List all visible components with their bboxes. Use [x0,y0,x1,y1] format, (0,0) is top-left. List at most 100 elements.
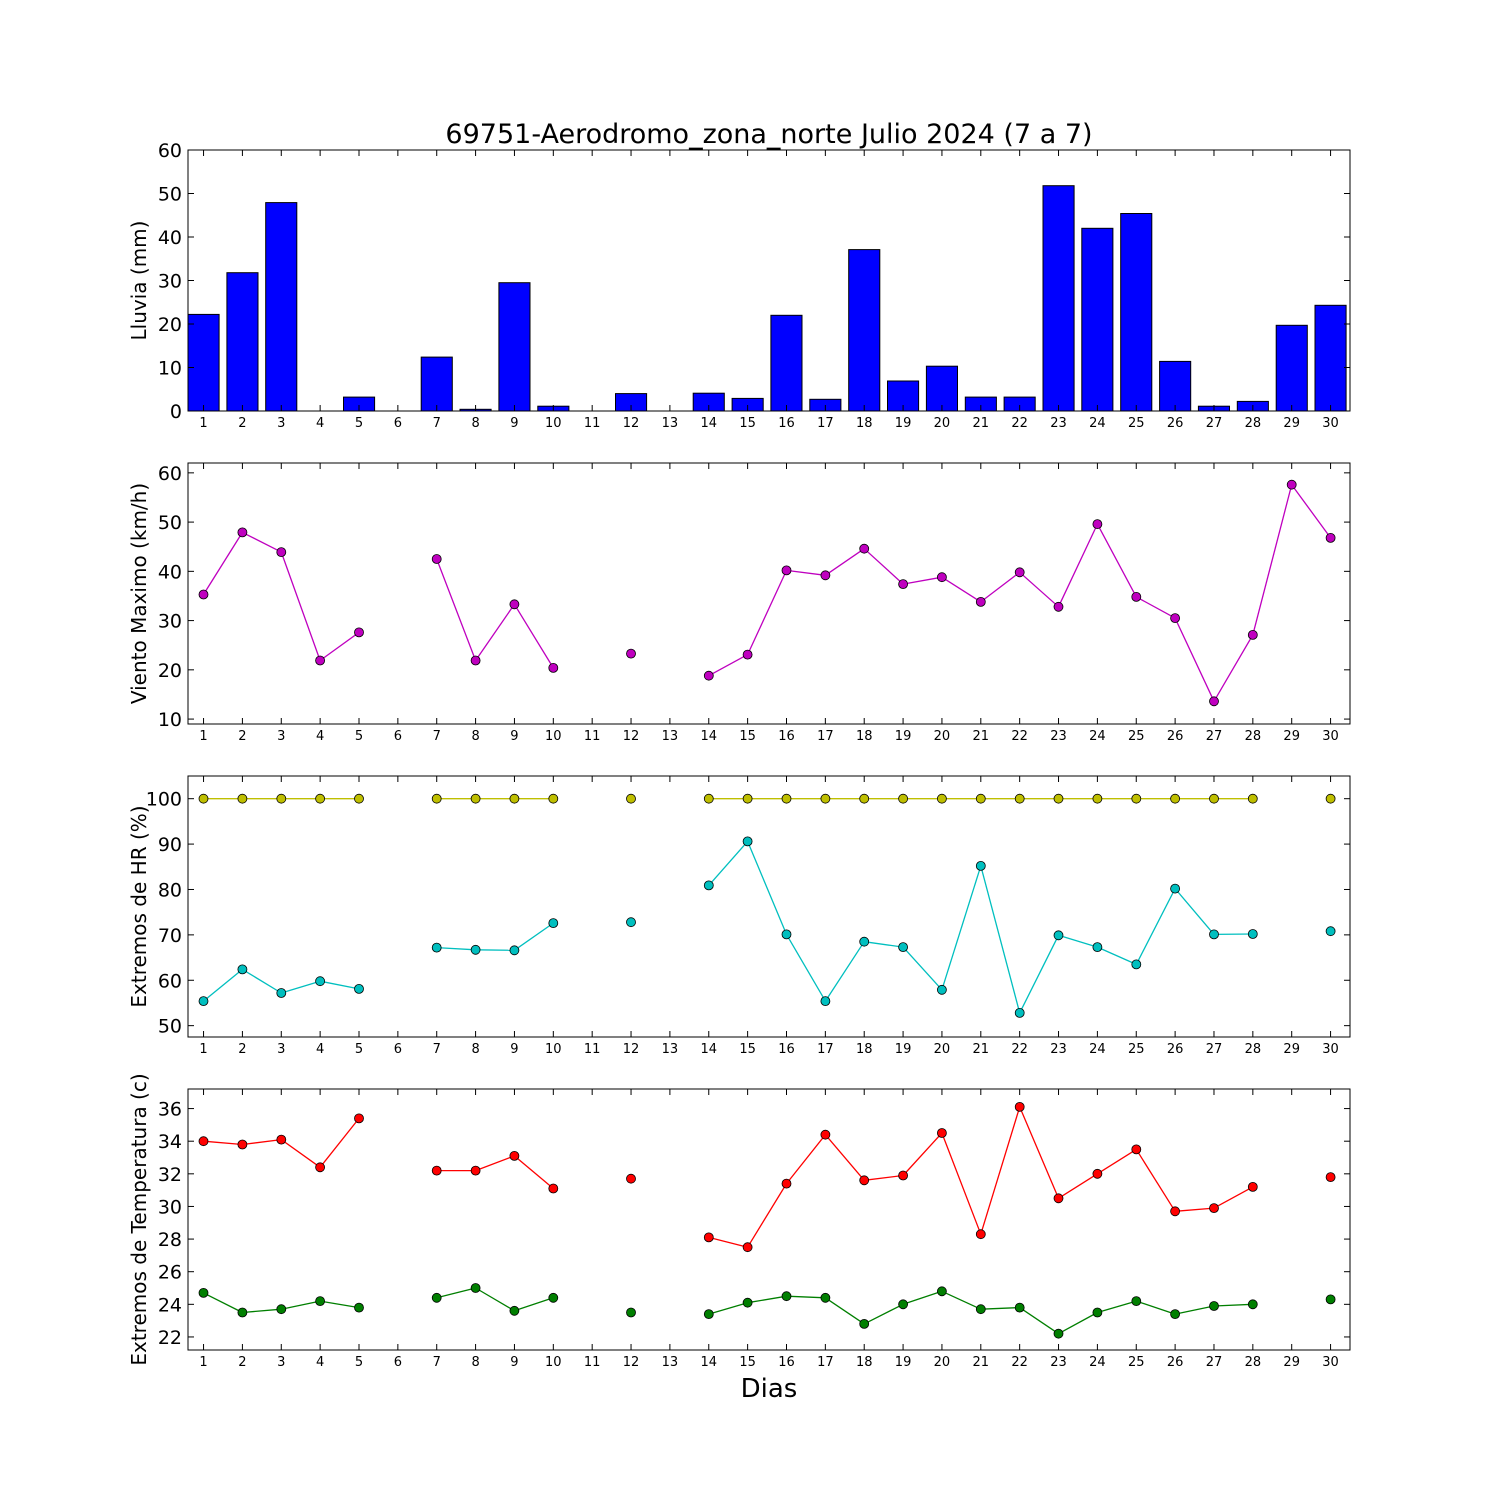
segment [242,1308,282,1314]
point-day-25 [1131,1144,1142,1155]
x-tick-label: 9 [510,1042,518,1057]
point-day-25 [1131,1296,1142,1306]
y-tick-label: 28 [158,1229,182,1251]
point-day-15 [742,793,753,804]
x-tick-label: 19 [895,1042,912,1057]
bar-day-9 [498,282,531,412]
point-day-27 [1209,929,1219,940]
axes-frame [187,775,1351,1038]
bar-day-23 [1042,185,1075,412]
point-day-18 [859,1319,870,1329]
point-day-2 [237,527,248,538]
x-tick-label: 12 [623,729,640,744]
segment [319,1300,360,1309]
x-tick-label: 12 [623,1042,640,1057]
point-day-7 [431,1292,442,1303]
segment [1097,946,1137,965]
point-day-1 [198,589,209,600]
y-tick-label: 60 [158,463,182,485]
x-tick-label: 25 [1128,416,1145,431]
segment [513,603,554,669]
point-day-9 [509,945,520,956]
x-tick-label: 4 [316,1042,324,1057]
point-day-24 [1092,1168,1103,1179]
x-tick-label: 26 [1167,729,1184,744]
x-tick-label: 16 [778,416,795,431]
segment [1097,1300,1137,1314]
x-tick-label: 28 [1245,729,1262,744]
y-tick-label: 100 [146,789,182,811]
x-tick-label: 8 [471,1355,479,1370]
x-tick-label: 30 [1322,1355,1339,1370]
segment [980,1106,1021,1235]
y-tick-label: 20 [158,660,182,682]
x-tick-label: 9 [510,729,518,744]
x-tick-label: 23 [1050,729,1067,744]
point-day-5 [354,627,364,638]
segment [902,1290,943,1305]
x-tick-label: 7 [433,1355,441,1370]
point-day-30 [1325,926,1336,937]
x-tick-label: 15 [739,1355,756,1370]
bar-day-7 [420,356,453,412]
point-day-16 [781,793,792,804]
point-day-22 [1014,567,1025,578]
point-day-14 [703,793,714,804]
series-viento-1 [198,479,1336,707]
point-day-19 [898,1170,908,1181]
x-tick-label: 12 [623,1355,640,1370]
point-day-26 [1170,793,1180,804]
x-axis-label: Dias [741,1374,798,1404]
x-tick-label: 8 [471,416,479,431]
y-tick-label: 10 [158,358,182,380]
point-day-9 [509,1151,520,1161]
segment [281,1300,321,1310]
segment [319,631,360,662]
axes-frame [187,462,1351,725]
x-tick-label: 17 [817,1355,834,1370]
x-tick-label: 29 [1283,729,1300,744]
point-day-20 [937,1128,947,1138]
y-tick-label: 50 [158,1016,182,1038]
point-day-18 [859,543,870,554]
y-tick-label: 20 [158,314,182,336]
point-day-30 [1325,533,1336,543]
x-tick-label: 11 [584,416,601,431]
x-tick-label: 1 [199,416,207,431]
point-day-25 [1131,793,1142,804]
x-tick-label: 3 [277,1042,285,1057]
x-tick-label: 15 [739,1042,756,1057]
x-tick-label: 7 [433,1042,441,1057]
point-day-27 [1209,696,1219,707]
x-tick-label: 11 [584,1355,601,1370]
point-day-12 [626,1173,636,1184]
y-tick-label: 30 [158,1196,182,1218]
segment [1019,571,1059,608]
point-day-18 [859,936,870,947]
segment [1058,934,1098,948]
x-tick-label: 27 [1206,1355,1223,1370]
segment [436,558,477,661]
segment [1057,523,1098,608]
segment [941,1290,982,1310]
segment [1174,888,1215,935]
point-day-17 [820,570,831,581]
x-tick-label: 14 [700,416,717,431]
segment [825,548,865,576]
point-day-10 [548,918,559,928]
segment [242,531,282,553]
point-day-19 [898,942,908,952]
segment [747,1183,788,1248]
x-tick-label: 18 [856,1042,873,1057]
point-day-24 [1092,519,1103,529]
point-day-17 [820,996,831,1006]
bar-day-29 [1275,324,1308,412]
point-day-27 [1209,1301,1219,1311]
segment [319,1117,360,1168]
x-tick-label: 26 [1167,416,1184,431]
x-tick-label: 8 [471,1042,479,1057]
y-tick-label: 34 [158,1131,182,1153]
x-tick-label: 13 [662,1042,679,1057]
point-day-21 [975,793,986,804]
